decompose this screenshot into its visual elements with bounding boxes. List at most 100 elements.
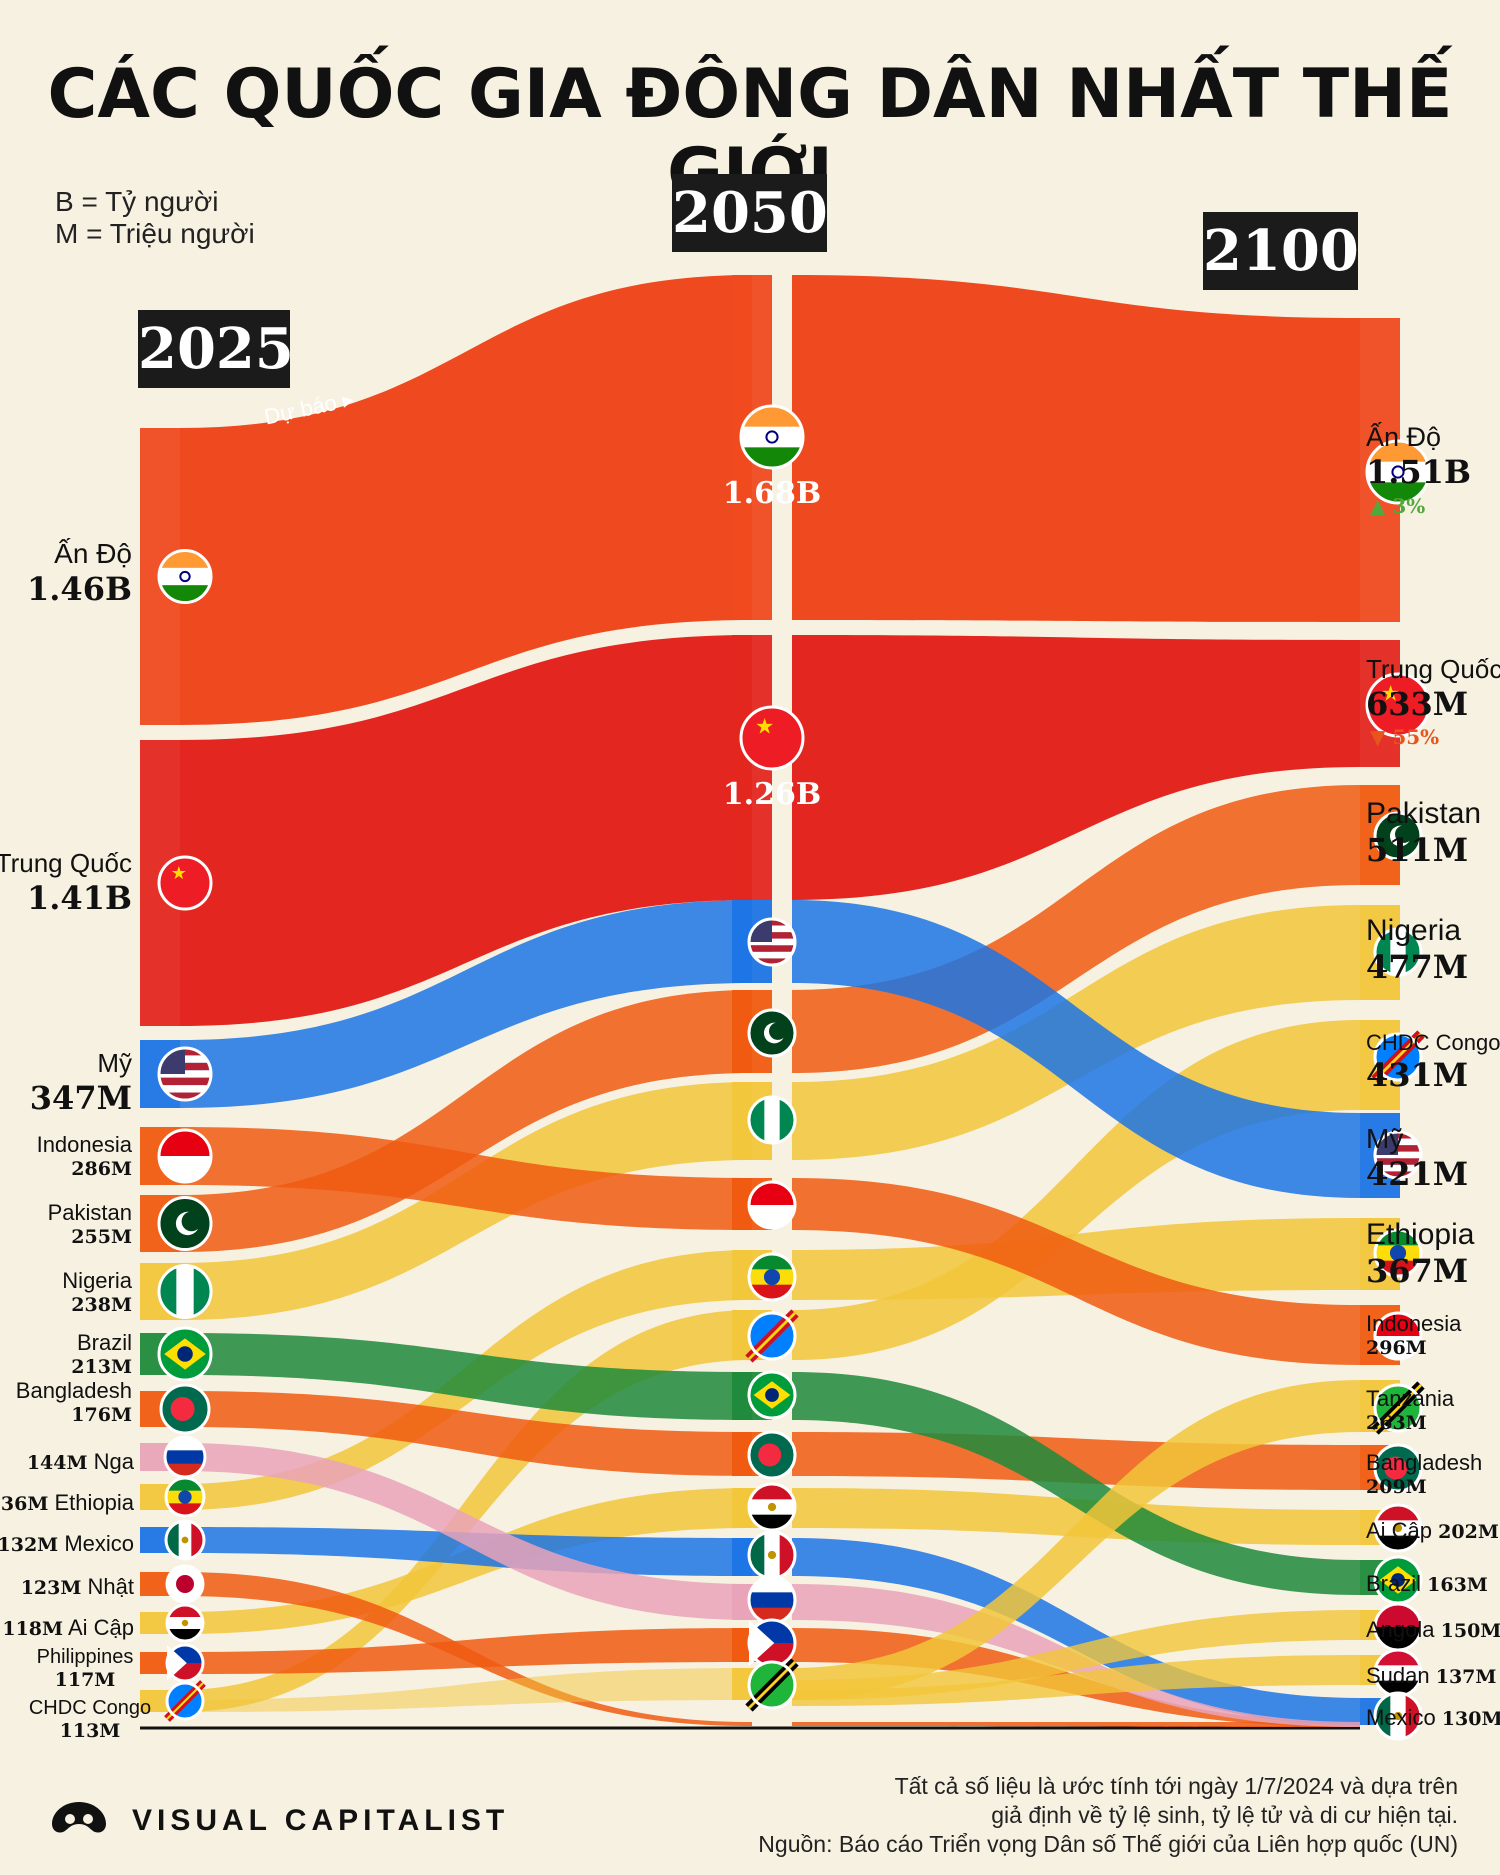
population-value: 144M [26, 1452, 88, 1474]
country-name: Ấn Độ [1366, 422, 1442, 452]
svg-text:★: ★ [171, 863, 187, 883]
brand-logo: VISUAL CAPITALIST [48, 1798, 509, 1844]
country-name: Ai Cập [63, 1615, 134, 1640]
population-value: 1.46B [27, 570, 132, 608]
my-flag-icon-2025 [157, 1046, 213, 1102]
philippines-flag-icon-2025 [165, 1643, 205, 1683]
flow-nhat-2025-2050 [180, 1572, 752, 1726]
arrow-up-icon: ▲ [1370, 494, 1393, 518]
population-value: 421M [1366, 1155, 1469, 1193]
flow-nhat-2050-2100 [792, 1722, 1360, 1727]
label-2025-my: Mỹ 347M [30, 1048, 132, 1117]
population-value: 255M [71, 1226, 132, 1248]
label-2025-nigeria: Nigeria 238M [62, 1268, 132, 1316]
label-2025-brazil: Brazil 213M [71, 1330, 132, 1378]
label-2025-bangladesh: Bangladesh 176M [16, 1378, 132, 1426]
label-2025-chdc-congo: CHDC Congo 113M [25, 1697, 155, 1742]
population-value: 347M [29, 1079, 132, 1117]
population-value: 113M [59, 1720, 121, 1742]
population-value: 176M [71, 1404, 132, 1426]
population-value: 132M [0, 1534, 59, 1556]
label-2100-brazil: Brazil 163M [1366, 1568, 1488, 1597]
label-2025-philippines: Philippines 117M [20, 1646, 150, 1691]
chdc-congo-flag-icon-2050 [745, 1309, 799, 1363]
flow-an-do-2050-2100 [792, 275, 1360, 622]
ethiopia-flag-icon-2100 [1373, 1228, 1423, 1278]
population-value: 477M [1366, 948, 1469, 986]
pakistan-flag-icon-2100 [1373, 811, 1423, 861]
population-value: 296M [1366, 1337, 1427, 1359]
an-do-flag-icon-2050 [739, 404, 805, 470]
country-name: Trung Quốc [0, 848, 132, 878]
population-value: 213M [71, 1356, 132, 1378]
population-value: 633M [1366, 685, 1469, 723]
nga-flag-icon-2050 [747, 1575, 797, 1625]
svg-text:★: ★ [1381, 680, 1400, 705]
note-line-1: Tất cả số liệu là ước tính tới ngày 1/7/… [894, 1773, 1458, 1799]
country-name: Philippines [36, 1646, 134, 1668]
tanzania-flag-icon-2050 [745, 1658, 799, 1712]
flow-trung-quoc-2025-2050 [180, 635, 752, 1026]
population-value: 286M [71, 1158, 132, 1180]
country-name: Sudan [1366, 1663, 1436, 1688]
my-flag-icon-2100 [1373, 1130, 1423, 1180]
population-value: 263M [1366, 1412, 1427, 1434]
change-up-an-do: ▲ 3% [1370, 494, 1426, 518]
flow-an-do-2025-2050 [180, 275, 752, 725]
indonesia-flag-icon-2025 [157, 1128, 213, 1184]
country-name: Ethiopia [1366, 1218, 1475, 1251]
flow-ai-cap-2050-2100 [792, 1488, 1360, 1545]
population-value: 1.51B [1366, 453, 1471, 491]
nigeria-flag-icon-2050 [747, 1095, 797, 1145]
year-2025-label: 2025 [138, 310, 294, 388]
country-name: Nigeria [62, 1268, 132, 1293]
an-do-flag-icon-2025 [157, 549, 213, 604]
population-value: 150M [1440, 1620, 1500, 1642]
country-name: Mỹ [97, 1048, 132, 1078]
population-value: 431M [1366, 1056, 1469, 1094]
label-2100-mexico: Mexico 130M [1366, 1702, 1500, 1731]
label-2100-angola: Angola 150M [1366, 1614, 1500, 1643]
label-2100-ethiopia: Ethiopia 367M [1366, 1218, 1474, 1290]
label-2100-trung-quoc: Trung Quốc 633M [1366, 654, 1500, 723]
footnotes: Tất cả số liệu là ước tính tới ngày 1/7/… [758, 1772, 1458, 1859]
ai-cap-flag-icon-2050 [747, 1482, 797, 1532]
flow-sudan-2050-2100 [792, 1655, 1360, 1706]
brazil-flag-icon-2050 [747, 1370, 797, 1420]
brazil-flag-icon-2100 [1373, 1555, 1423, 1605]
population-value: 202M [1438, 1521, 1499, 1543]
year-2050-label: 2050 [672, 174, 828, 252]
country-name: Bangladesh [15, 1378, 132, 1403]
population-value: 130M [1441, 1708, 1500, 1730]
country-name: Mexico [58, 1531, 134, 1556]
country-name: Ai Cập [1366, 1518, 1439, 1543]
flow-indonesia-2050-2100 [792, 1178, 1360, 1365]
flow-angola-2050-2100 [792, 1610, 1360, 1700]
label-2025-indonesia: Indonesia 286M [37, 1132, 132, 1180]
country-name: Mỹ [1366, 1123, 1404, 1154]
nga-flag-icon-2025 [163, 1435, 207, 1479]
label-2025-nga: 144M Nga [27, 1446, 134, 1475]
population-value: 511M [1366, 831, 1469, 869]
population-value: 163M [1427, 1574, 1488, 1596]
country-name: Nigeria [1366, 914, 1462, 947]
label-2100-sudan: Sudan 137M [1366, 1660, 1496, 1689]
country-name: Bangladesh [1366, 1450, 1483, 1475]
svg-text:★: ★ [755, 713, 774, 738]
population-value: 367M [1366, 1252, 1469, 1290]
country-name: CHDC Congo [28, 1697, 152, 1719]
my-flag-icon-2050 [747, 917, 797, 967]
trung-quoc-flag-icon-2050: ★ [739, 705, 805, 771]
flow-indonesia-2025-2050 [180, 1127, 752, 1230]
country-name: Trung Quốc [1366, 654, 1500, 684]
population-value: 117M [54, 1669, 116, 1691]
label-2100-ai-cap: Ai Cập 202M [1366, 1515, 1499, 1544]
country-name: Ấn Độ [54, 538, 132, 569]
country-name: Mexico [1366, 1705, 1442, 1730]
country-name: Nhật [81, 1574, 134, 1599]
note-line-2: giả định về tỷ lệ sinh, tỷ lệ tử và di c… [991, 1802, 1458, 1828]
label-2100-indonesia: Indonesia 296M [1366, 1311, 1461, 1359]
flow-mexico-2025-2050 [180, 1527, 752, 1576]
flow-chdc-congo-2025-2050 [180, 1310, 752, 1712]
